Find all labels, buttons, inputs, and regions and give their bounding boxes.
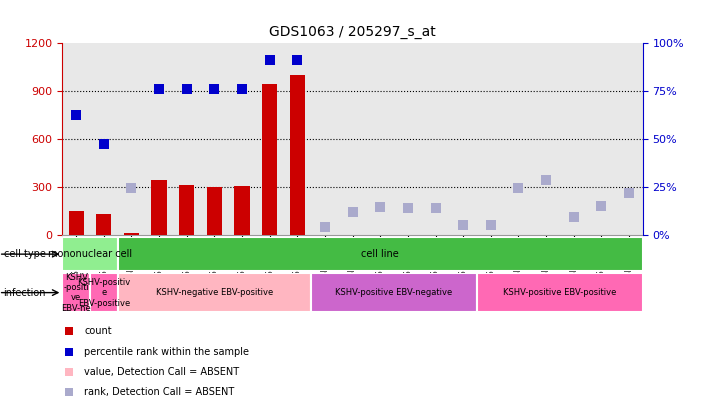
- Bar: [118, 273, 311, 312]
- Bar: [262, 84, 278, 235]
- Text: KSHV-negative EBV-positive: KSHV-negative EBV-positive: [156, 288, 273, 297]
- Text: mononuclear cell: mononuclear cell: [48, 249, 132, 259]
- Bar: [290, 75, 305, 235]
- Bar: [179, 185, 194, 235]
- Text: infection: infection: [4, 288, 46, 298]
- Text: value, Detection Call = ABSENT: value, Detection Call = ABSENT: [84, 367, 239, 377]
- Bar: [477, 273, 643, 312]
- Text: KSHV-positiv
e
EBV-positive: KSHV-positiv e EBV-positive: [77, 278, 130, 307]
- Bar: [207, 187, 222, 235]
- Text: percentile rank within the sample: percentile rank within the sample: [84, 347, 249, 357]
- Text: rank, Detection Call = ABSENT: rank, Detection Call = ABSENT: [84, 388, 234, 397]
- Title: GDS1063 / 205297_s_at: GDS1063 / 205297_s_at: [269, 25, 436, 39]
- Bar: [62, 237, 118, 271]
- Text: cell type: cell type: [4, 249, 45, 259]
- Bar: [234, 186, 250, 235]
- Bar: [311, 273, 477, 312]
- Bar: [124, 233, 139, 235]
- Text: KSHV-positive EBV-positive: KSHV-positive EBV-positive: [503, 288, 617, 297]
- Bar: [152, 180, 166, 235]
- Bar: [96, 214, 111, 235]
- Bar: [69, 211, 84, 235]
- Bar: [62, 273, 90, 312]
- Text: KSHV
-positi
ve
EBV-ne: KSHV -positi ve EBV-ne: [62, 273, 91, 313]
- Text: count: count: [84, 326, 112, 336]
- Text: cell line: cell line: [361, 249, 399, 259]
- Text: KSHV-positive EBV-negative: KSHV-positive EBV-negative: [336, 288, 452, 297]
- Bar: [90, 273, 118, 312]
